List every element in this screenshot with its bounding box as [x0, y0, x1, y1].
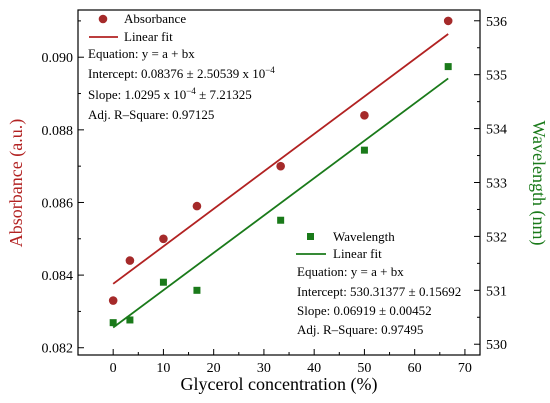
y-left-tick-label: 0.084 — [42, 269, 74, 284]
absorbance-point — [443, 16, 453, 26]
anno-wl-rsquare: Adj. R–Square: 0.97495 — [297, 322, 423, 337]
anno-abs-intercept-exp: −4 — [265, 65, 275, 75]
y-right-tick-label: 531 — [486, 284, 507, 299]
wavelength-point — [159, 278, 167, 286]
absorbance-point — [192, 201, 202, 211]
y-right-axis-label: Wavelength (nm) — [528, 120, 549, 245]
x-tick-label: 70 — [458, 361, 472, 376]
anno-abs-intercept: Intercept: 0.08376 ± 2.50539 x 10−4 — [88, 65, 275, 81]
absorbance-fit-line — [112, 33, 449, 285]
legend-absorbance: Absorbance Linear fit — [89, 11, 186, 44]
legend-wavelength-marker — [307, 233, 314, 240]
y-right-axis-ticks: 530 531 532 533 534 535 536 — [474, 15, 507, 353]
x-tick-label: 10 — [156, 361, 170, 376]
y-right-tick-label: 536 — [486, 15, 507, 30]
x-tick-label: 40 — [307, 361, 321, 376]
wavelength-point — [360, 146, 368, 154]
anno-abs-rsquare: Adj. R–Square: 0.97125 — [88, 107, 214, 122]
y-left-axis-ticks: 0.082 0.084 0.086 0.088 0.090 — [42, 20, 84, 357]
anno-abs-slope-tail: ± 7.21325 — [196, 87, 252, 102]
x-tick-label: 20 — [207, 361, 221, 376]
wavelength-point — [277, 216, 285, 224]
y-right-tick-label: 530 — [486, 338, 507, 353]
anno-wl-slope: Slope: 0.06919 ± 0.00452 — [297, 303, 432, 318]
y-left-tick-label: 0.082 — [42, 342, 74, 357]
absorbance-point — [159, 234, 168, 244]
x-tick-label: 0 — [110, 361, 117, 376]
fit-lines — [112, 33, 449, 329]
anno-wl-equation: Equation: y = a + bx — [297, 264, 404, 279]
annotation-wavelength: Equation: y = a + bx Intercept: 530.3137… — [297, 264, 461, 337]
legend-absorbance-marker — [98, 14, 108, 24]
data-points — [108, 16, 453, 327]
anno-abs-slope-base: Slope: 1.0295 x 10 — [88, 87, 186, 102]
absorbance-point — [276, 161, 285, 171]
wavelength-point — [109, 319, 117, 327]
y-left-tick-label: 0.086 — [42, 196, 74, 211]
x-tick-label: 30 — [257, 361, 271, 376]
absorbance-point — [360, 111, 369, 120]
wavelength-point — [126, 316, 134, 324]
wavelength-point — [193, 286, 201, 294]
absorbance-point — [125, 256, 135, 265]
legend-wavelength-fit-label: Linear fit — [333, 246, 382, 261]
y-right-tick-label: 534 — [486, 123, 507, 138]
y-left-axis-label: Absorbance (a.u.) — [6, 119, 27, 247]
y-right-tick-label: 535 — [486, 69, 507, 84]
wavelength-fit-line — [112, 77, 449, 329]
legend-wavelength-label: Wavelength — [333, 229, 395, 244]
anno-abs-intercept-base: Intercept: 0.08376 ± 2.50539 x 10 — [88, 66, 265, 81]
annotation-absorbance: Equation: y = a + bx Intercept: 0.08376 … — [88, 46, 275, 122]
y-left-tick-label: 0.090 — [42, 51, 74, 66]
x-axis-label: Glycerol concentration (%) — [181, 374, 378, 395]
x-tick-label: 50 — [357, 361, 371, 376]
y-right-tick-label: 533 — [486, 177, 507, 192]
absorbance-point — [108, 296, 118, 305]
y-right-tick-label: 532 — [486, 230, 507, 245]
legend-absorbance-fit-label: Linear fit — [124, 29, 173, 44]
anno-wl-intercept: Intercept: 530.31377 ± 0.15692 — [297, 284, 461, 299]
anno-abs-equation: Equation: y = a + bx — [88, 46, 195, 61]
x-axis-ticks: 0 10 20 30 40 50 60 70 — [110, 349, 472, 376]
x-tick-label: 60 — [408, 361, 422, 376]
legend-absorbance-label: Absorbance — [124, 11, 186, 26]
y-left-tick-label: 0.088 — [42, 124, 74, 139]
anno-abs-slope: Slope: 1.0295 x 10−4 ± 7.21325 — [88, 86, 252, 102]
wavelength-point — [444, 63, 452, 71]
anno-abs-slope-exp: −4 — [186, 86, 196, 96]
legend-wavelength: Wavelength Linear fit — [296, 229, 395, 261]
